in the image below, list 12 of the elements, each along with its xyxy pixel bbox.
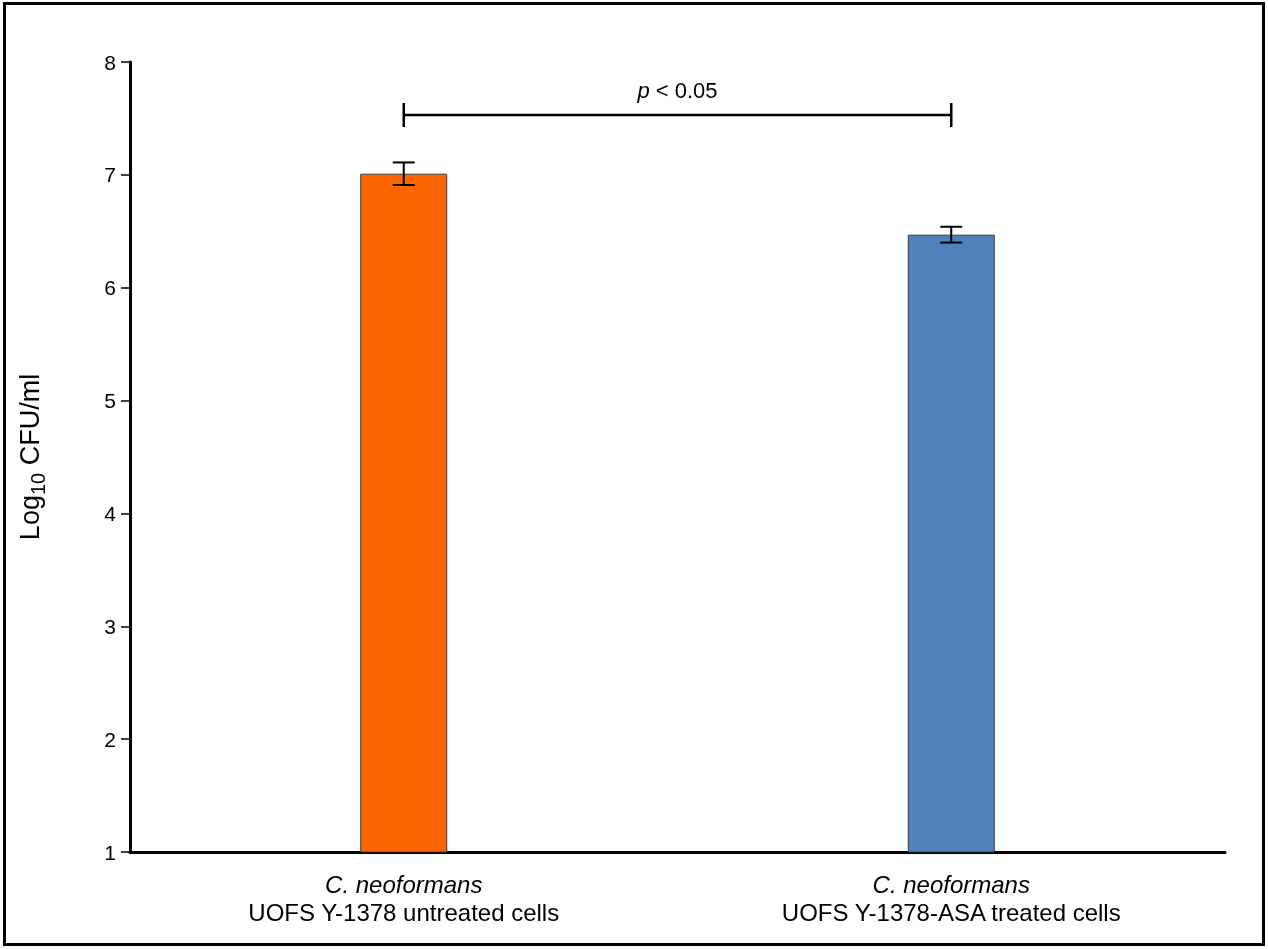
y-tick-label: 3 [104, 614, 116, 638]
y-tick-label: 4 [104, 501, 117, 525]
annotation: p < 0.05 [636, 78, 718, 103]
x-tick-label: C. neoformans UOFS Y-1378 untreated cells [248, 870, 560, 926]
y-tick-label: 7 [104, 163, 116, 187]
y-tick-label: 5 [104, 389, 116, 413]
y-tick-label: 8 [104, 50, 116, 74]
y-axis-title: Log10 CFU/ml [15, 373, 49, 541]
y-tick-label: 2 [104, 727, 116, 751]
y-tick-label: 6 [104, 276, 116, 300]
x-tick-label: C. neoformans UOFS Y-1378-ASA treated cells [781, 870, 1121, 926]
y-tick-label: 1 [104, 840, 116, 864]
